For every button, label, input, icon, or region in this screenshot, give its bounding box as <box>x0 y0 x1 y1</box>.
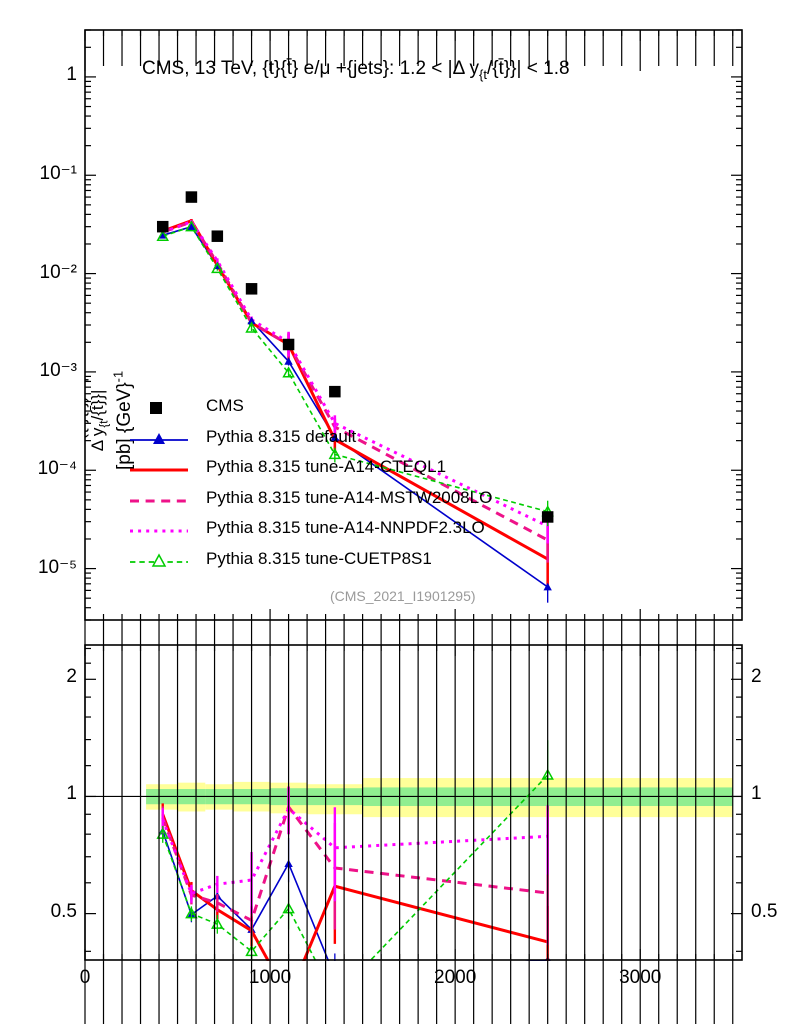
cms-data-marker <box>541 511 554 523</box>
main-y-tick-label: 10⁻⁵ <box>37 556 77 578</box>
legend-swatch <box>130 432 188 444</box>
main-marker-triangle-filled <box>158 231 167 239</box>
ratio-y-tick-label-left: 1 <box>66 783 77 805</box>
main-y-tick-label: 10⁻¹ <box>39 163 78 185</box>
legend-entry-label[interactable]: Pythia 8.315 tune-CUETP8S1 <box>206 548 432 568</box>
main-marker-triangle-open <box>156 229 170 241</box>
clip-top <box>0 0 786 30</box>
clip-left <box>0 0 85 1024</box>
main-marker-triangle-filled <box>543 582 552 591</box>
x-tick-label: 3000 <box>619 967 662 988</box>
cms-data-marker <box>156 220 169 233</box>
main-marker-triangle-filled <box>284 357 293 365</box>
main-y-tick-label: 1 <box>66 63 77 85</box>
ratio-y-tick-label-right: 1 <box>751 783 762 805</box>
legend-entry-label[interactable]: Pythia 8.315 default <box>206 426 357 446</box>
legend-entry-label[interactable]: Pythia 8.315 tune-A14-CTEQL1 <box>206 457 447 476</box>
cms-data-marker <box>329 385 341 398</box>
legend-swatch <box>130 499 188 502</box>
main-marker-triangle-open <box>245 321 258 333</box>
main-marker-triangle-filled <box>330 433 340 441</box>
main-y-tick-label: 10⁻² <box>39 261 78 283</box>
ratio-y-tick-label-right: 2 <box>751 666 762 688</box>
clip-bottom <box>0 961 786 1024</box>
cms-data-marker <box>282 338 295 351</box>
legend-swatch <box>130 468 188 472</box>
legend-entry-label[interactable]: CMS <box>206 396 244 415</box>
legend-entry-label[interactable]: Pythia 8.315 tune-A14-NNPDF2.3LO <box>206 518 485 537</box>
ratio-marker-triangle-open <box>185 907 198 919</box>
main-marker-triangle-filled <box>187 222 196 231</box>
x-tick-label: 1000 <box>248 967 292 988</box>
main-y-tick-label: 10⁻⁴ <box>37 458 77 480</box>
legend-swatch <box>130 529 188 533</box>
x-tick-label: 2000 <box>434 967 477 988</box>
main-marker-triangle-open <box>185 220 198 232</box>
legend-swatch <box>150 402 162 414</box>
legend-triangle-open-icon <box>151 552 167 567</box>
cms-data-marker <box>245 283 258 295</box>
legend-square-icon <box>150 402 162 414</box>
ratio-y-tick-label-left: 0.5 <box>50 900 77 922</box>
main-plot-title: CMS, 13 TeV, {t}{t̄} e/μ +{jets}: 1.2 < … <box>142 58 570 82</box>
clip-right <box>743 0 786 1024</box>
main-y-tick-label: 10⁻³ <box>39 359 78 381</box>
ratio-series-line <box>161 803 548 923</box>
main-marker-triangle-open <box>328 447 342 460</box>
main-marker-triangle-filled <box>247 316 256 325</box>
cms-data-marker <box>211 230 224 242</box>
ratio-series-line <box>161 806 548 896</box>
x-tick-label: 0 <box>79 967 91 988</box>
analysis-id-watermark: (CMS_2021_I1901295) <box>330 588 476 604</box>
ratio-marker-triangle-open <box>156 827 170 839</box>
clip-mid <box>0 621 786 645</box>
main-marker-triangle-open <box>211 261 224 274</box>
cms-data-marker <box>185 191 198 203</box>
main-marker-triangle-open <box>282 366 295 378</box>
legend-entry-label[interactable]: Pythia 8.315 tune-A14-MSTW2008LO <box>206 487 493 507</box>
ratio-y-tick-label-left: 2 <box>66 666 77 688</box>
legend-swatch <box>130 552 188 567</box>
legend-triangle-filled-icon <box>153 432 165 444</box>
ratio-y-tick-label-right: 0.5 <box>751 900 778 922</box>
